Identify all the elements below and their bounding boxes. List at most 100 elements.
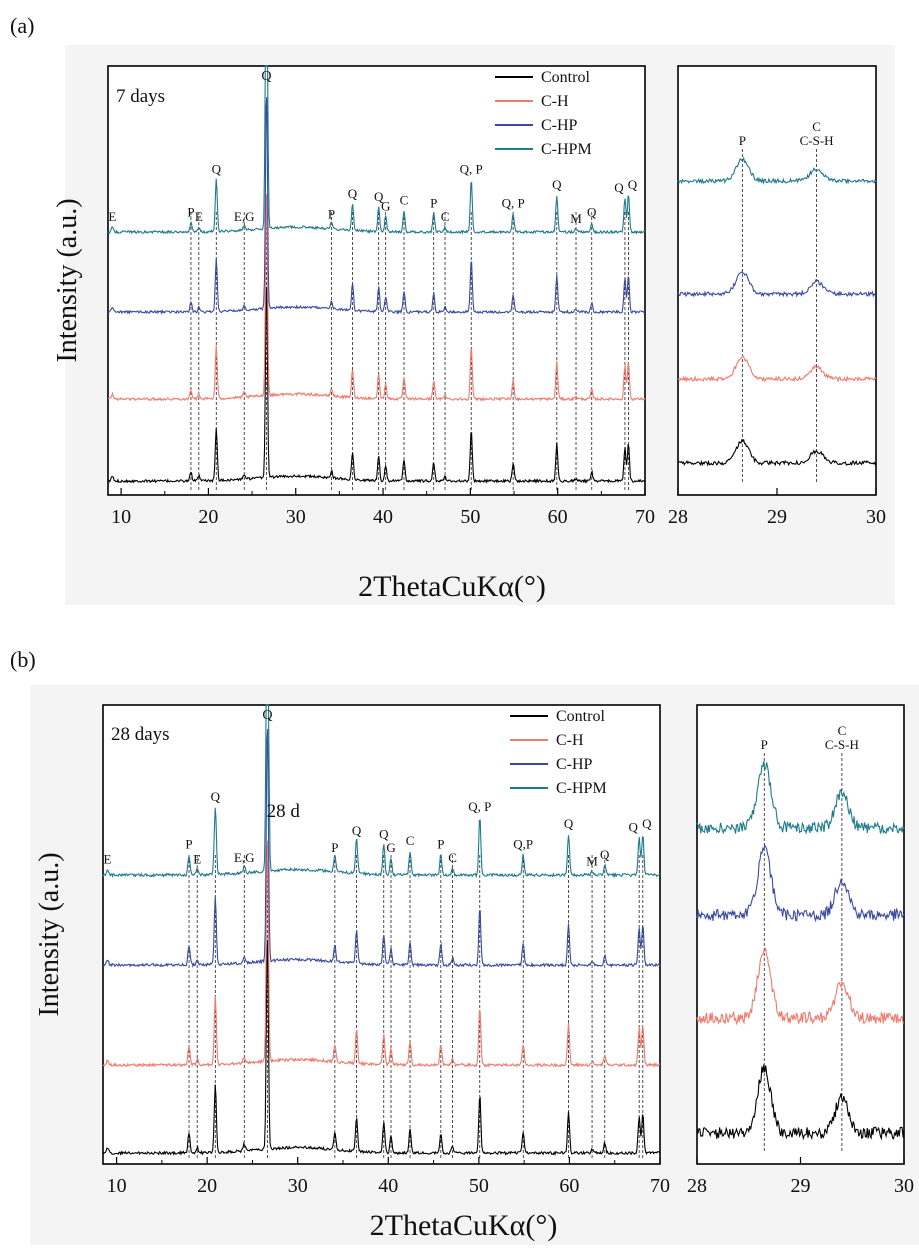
peak-label: E,G [234,209,255,224]
inset-peak-label: P [739,133,746,148]
x-tick-label: 50 [460,506,480,528]
inset-series-line-c-h [696,946,905,1026]
peak-label: P [185,837,192,852]
x-tick-label: 10 [111,506,131,528]
series-line-c-h [108,194,646,402]
series-line-c-hp [102,728,661,969]
main-plot-frame [102,704,661,1165]
series-line-control [107,286,646,484]
inset-series-line-c-hpm [677,156,877,185]
peak-label: Q, P [502,195,525,210]
peak-label: Q [600,847,610,862]
peak-label: Q [374,189,384,204]
peak-label: Q [212,161,222,176]
extra-annotation: 28 d [267,801,301,822]
peak-label: M [570,211,582,226]
peak-label: P [328,207,335,222]
legend-label: Control [541,69,590,86]
main-plot-frame [107,65,646,496]
peak-label: Q [552,177,562,192]
x-tick-label: 20 [197,1175,217,1197]
inset-series-line-c-hp [696,843,905,923]
inset-tick-label: 30 [894,1175,914,1197]
peak-label: C [400,192,409,207]
peak-label: Q [379,826,389,841]
panel-tag: (b) [10,647,36,672]
x-axis-title: 2ThetaCuKα(°) [358,570,546,603]
peak-label: P [187,205,194,220]
peak-label: Q [564,816,574,831]
inset-series-line-control [677,438,877,467]
peak-label: Q [628,820,638,835]
inset-peak-label: P [761,737,768,752]
legend-label: C-HPM [541,141,592,158]
peak-label: Q [211,789,221,804]
series-line-c-hpm [107,65,646,235]
x-axis-title: 2ThetaCuKα(°) [370,1209,558,1242]
peak-label: G [386,840,395,855]
inset-plot-frame [696,704,905,1165]
inset-tick-label: 30 [866,506,886,528]
series-line-control [102,939,661,1156]
peak-label: Q, P [468,799,491,814]
inset-tick-label: 29 [791,1175,811,1197]
peak-label: Q [628,177,638,192]
inset-series-line-c-hp [677,271,877,298]
legend-label: C-HPM [556,780,607,797]
y-axis-title: Intensity (a.u.) [52,198,83,362]
x-tick-label: 70 [650,1175,670,1197]
inset-series-line-c-hpm [696,761,905,835]
peak-label: Q [614,180,624,195]
peak-label: Q [642,816,652,831]
age-label: 28 days [111,724,170,745]
peak-label: E [108,209,116,224]
inset-series-line-control [696,1064,905,1141]
x-tick-label: 60 [559,1175,579,1197]
legend-label: C-HP [541,117,578,134]
x-tick-label: 50 [469,1175,489,1197]
inset-peak-label: C-S-H [825,737,859,752]
peak-label: C [448,850,457,865]
inset-peak-label: C-S-H [800,133,834,148]
peak-label: Q [587,205,597,220]
inset-tick-label: 29 [767,506,787,528]
peak-label: Q [352,823,362,838]
x-tick-label: 30 [286,506,306,528]
panel-tag: (a) [10,13,34,38]
inset-series-line-c-h [677,354,877,383]
peak-label: M [586,854,598,869]
legend-label: C-HP [556,756,593,773]
x-tick-label: 40 [373,506,393,528]
peak-label: P [430,195,437,210]
x-tick-label: 40 [378,1175,398,1197]
peak-label: E [195,209,203,224]
peak-label: C [441,209,450,224]
series-line-c-hp [107,97,646,315]
legend-label: C-H [556,732,584,749]
peak-label: P [331,840,338,855]
peak-label: Q [348,186,358,201]
x-tick-label: 60 [548,506,568,528]
legend-label: C-H [541,93,569,110]
peak-label: E [193,852,201,867]
peak-label: Q [262,708,272,723]
peak-label: P [437,837,444,852]
inset-plot-frame [677,65,877,496]
series-line-c-hpm [102,704,661,879]
peak-label: E,G [234,850,255,865]
inset-tick-label: 28 [668,506,688,528]
series-line-c-h [102,840,661,1068]
peak-label: C [406,833,415,848]
x-tick-label: 20 [198,506,218,528]
x-tick-label: 70 [635,506,655,528]
y-axis-title: Intensity (a.u.) [34,852,65,1016]
inset-peak-label: C [838,723,847,738]
x-tick-label: 10 [107,1175,127,1197]
inset-peak-label: C [812,119,821,134]
peak-label: Q [261,69,271,84]
peak-label: Q, P [460,161,483,176]
peak-label: Q,P [513,837,533,852]
age-label: 7 days [116,86,165,107]
peak-label: E [104,852,112,867]
